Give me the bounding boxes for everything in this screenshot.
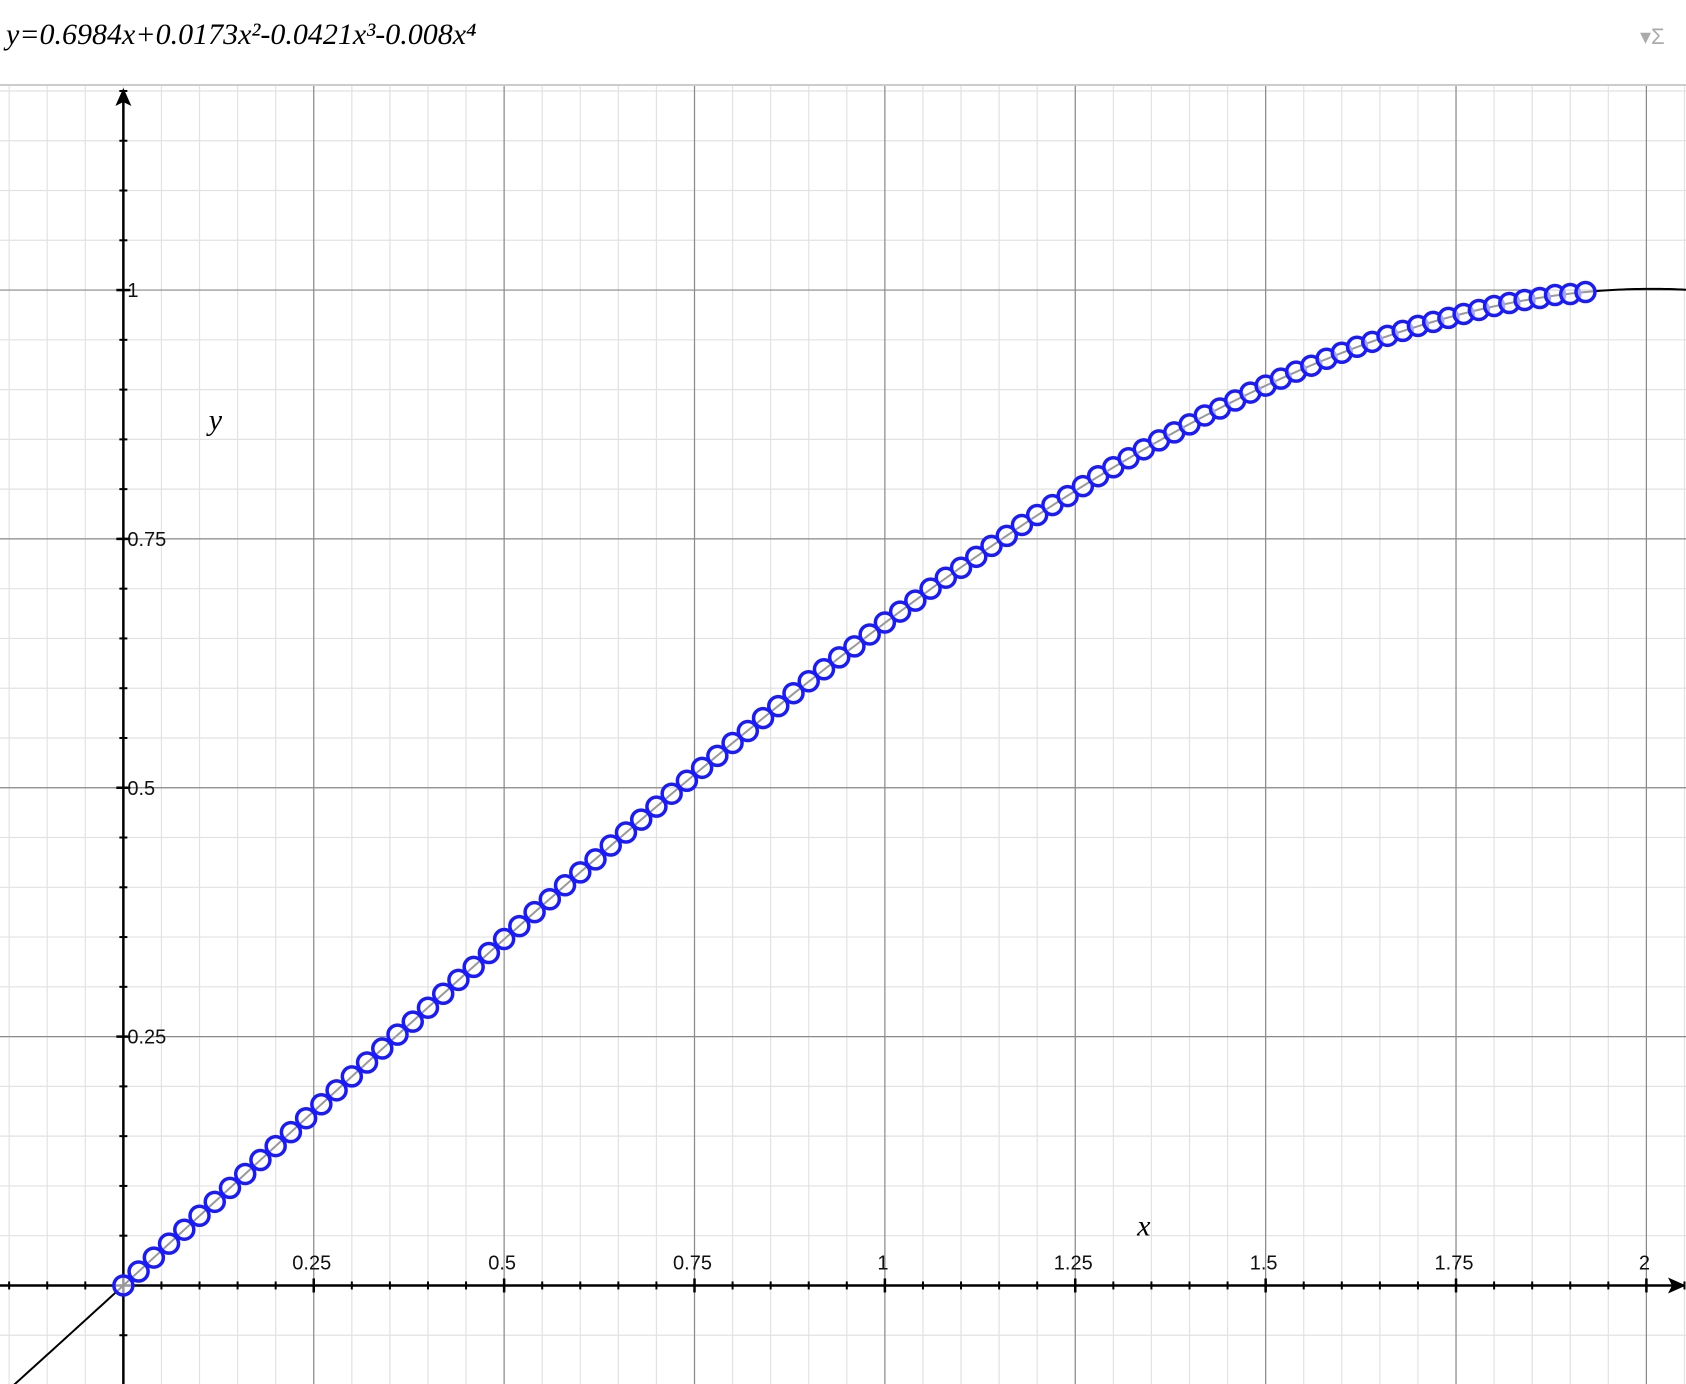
data-point: [401, 1010, 424, 1033]
data-point: [553, 874, 577, 897]
y-tick-label: 0.5: [127, 778, 155, 800]
data-point: [736, 719, 760, 743]
data-point: [827, 646, 851, 669]
data-point: [508, 914, 531, 938]
equation-bar: [0, 0, 1686, 84]
data-point: [264, 1134, 287, 1158]
data-point: [325, 1079, 348, 1102]
fit-curve: [13, 287, 1686, 1384]
data-point: [294, 1106, 318, 1130]
menu-icon[interactable]: ▾Σ: [1640, 24, 1665, 49]
data-point: [431, 982, 455, 1006]
data-point: [675, 769, 699, 793]
data-point: [660, 782, 683, 805]
data-point: [310, 1093, 333, 1116]
y-tick-label: 0.75: [127, 529, 166, 551]
data-point: [629, 808, 653, 831]
data-point: [203, 1190, 226, 1214]
data-point: [1025, 503, 1049, 527]
data-point: [173, 1218, 196, 1241]
data-point: [599, 834, 622, 857]
data-point: [980, 534, 1003, 558]
x-tick-label: 1.75: [1435, 1252, 1474, 1274]
y-axis-label: y: [206, 403, 223, 436]
data-point: [690, 756, 714, 780]
x-tick-label: 2: [1639, 1252, 1650, 1274]
x-tick-label: 1: [877, 1252, 888, 1274]
data-point: [416, 996, 440, 1019]
data-point: [279, 1120, 303, 1144]
data-point: [569, 861, 592, 884]
data-point: [492, 927, 516, 951]
x-tick-label: 0.25: [292, 1252, 331, 1274]
data-point: [1056, 484, 1079, 508]
data-point: [645, 795, 668, 818]
plot-area: 0.25 0.5 0.75 1 1.25 1.5 1.75 2 0.25 0.5 0.75 1 x y: [0, 86, 1686, 1384]
data-point: [157, 1232, 181, 1255]
data-point: [112, 1274, 135, 1297]
data-point: [462, 955, 485, 979]
data-point: [142, 1246, 166, 1269]
data-point: [706, 744, 729, 768]
x-tick-label: 0.5: [488, 1252, 516, 1274]
data-point: [127, 1260, 150, 1283]
data-point: [523, 900, 546, 924]
data-point: [995, 524, 1018, 548]
x-axis-arrow: [1668, 1277, 1686, 1294]
data-point: [919, 577, 942, 600]
y-axis-arrow: [115, 88, 132, 106]
data-point: [584, 848, 607, 871]
x-axis-label: x: [1136, 1209, 1151, 1242]
data-point: [386, 1023, 409, 1046]
data-point: [447, 968, 470, 992]
data-point: [949, 556, 973, 580]
data-point: [965, 545, 988, 569]
data-point: [1010, 513, 1034, 537]
data-point: [477, 941, 501, 965]
y-tick-label: 0.25: [127, 1027, 166, 1049]
data-point: [888, 600, 912, 623]
data-point: [1071, 474, 1095, 498]
data-point: [873, 611, 897, 634]
x-tick-label: 1.25: [1054, 1252, 1093, 1274]
data-point: [218, 1176, 242, 1200]
data-point: [188, 1204, 211, 1228]
data-point: [721, 731, 744, 755]
data-point: [843, 635, 866, 658]
data-point: [249, 1148, 272, 1172]
x-tick-label: 1.5: [1250, 1252, 1278, 1274]
y-tick-label: 1: [127, 280, 138, 302]
data-point: [767, 694, 790, 718]
data-point: [858, 623, 881, 646]
data-point: [797, 669, 820, 693]
equation: y=0.6984x+0.0173x²-0.0421x³-0.008x⁴: [3, 18, 476, 51]
data-point: [355, 1051, 379, 1074]
data-point: [751, 706, 775, 730]
data-point: [904, 589, 927, 612]
data-point: [614, 821, 638, 844]
data-point: [812, 658, 836, 681]
data-point: [934, 566, 958, 589]
data-point: [538, 887, 562, 911]
data-point: [371, 1037, 394, 1060]
data-point: [340, 1065, 364, 1088]
x-tick-label: 0.75: [673, 1252, 712, 1274]
data-point: [233, 1162, 257, 1186]
data-point: [782, 681, 805, 705]
data-point: [1574, 280, 1597, 304]
